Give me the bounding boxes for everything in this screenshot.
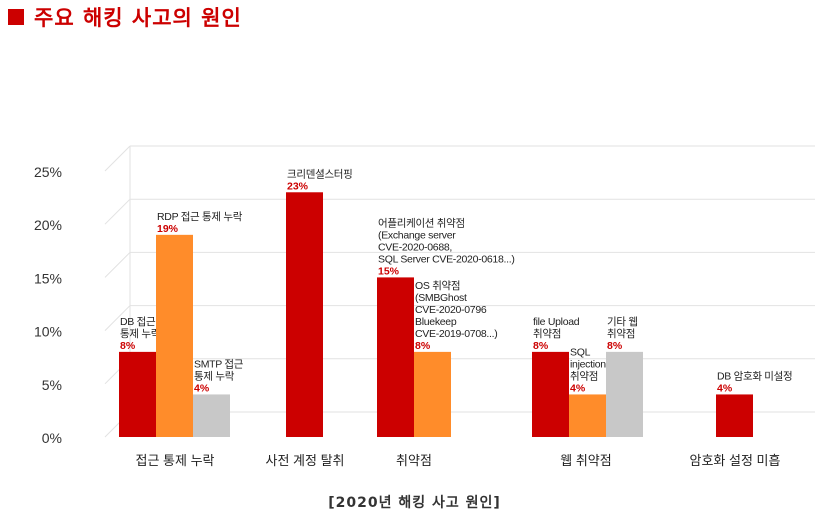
- bar-value-label: 8%: [120, 340, 136, 352]
- bar: [716, 394, 753, 437]
- bar-annotation: SQL: [570, 346, 591, 358]
- bar-annotation: Bluekeep: [415, 316, 457, 328]
- header-square-icon: [8, 9, 24, 25]
- bar: [532, 351, 569, 437]
- bar-annotation: OS 취약점: [415, 280, 460, 292]
- bar-annotation: DB 암호화 미설정: [717, 370, 792, 382]
- bar-value-label: 23%: [287, 180, 309, 192]
- y-tick-label: 0%: [42, 430, 62, 446]
- y-tick-label: 5%: [42, 377, 62, 393]
- bar-annotation: 취약점: [533, 328, 561, 340]
- bar-annotation: SMTP 접근: [194, 358, 244, 370]
- bar: [569, 394, 606, 437]
- y-tick-label: 15%: [34, 270, 62, 286]
- x-category-label: 사전 계정 탈취: [266, 453, 345, 468]
- bar-annotation: CVE-2020-0796: [415, 304, 487, 316]
- bar-annotation: 통제 누락: [194, 370, 235, 382]
- bar-annotation: SQL Server CVE-2020-0618...): [378, 253, 515, 265]
- bar: [414, 351, 451, 437]
- bar: [156, 234, 193, 437]
- bar-value-label: 8%: [415, 340, 431, 352]
- page-header: 주요 해킹 사고의 원인: [8, 2, 242, 32]
- bar-annotation: injection: [570, 358, 606, 370]
- y-tick-label: 10%: [34, 324, 62, 340]
- bar-annotation: 취약점: [607, 328, 635, 340]
- bar-annotation: 통제 누락: [120, 328, 161, 340]
- bar: [377, 277, 414, 437]
- x-category-label: 접근 통제 누락: [136, 453, 215, 468]
- bar-annotation: CVE-2020-0688,: [378, 241, 452, 253]
- bar-annotation: CVE-2019-0708...): [415, 328, 497, 340]
- bar-value-label: 15%: [378, 265, 400, 277]
- gridline-diagonal: [104, 145, 131, 172]
- bar-value-label: 19%: [157, 223, 179, 235]
- bar-annotation: (SMBGhost: [415, 292, 467, 304]
- bar-annotation: (Exchange server: [378, 229, 456, 241]
- bar-value-label: 8%: [607, 340, 623, 352]
- bar-value-label: 4%: [717, 382, 733, 394]
- chart-caption: [2020년 해킹 사고 원인]: [328, 495, 501, 511]
- bar-annotation: file Upload: [533, 316, 580, 328]
- x-category-label: 취약점: [396, 453, 432, 468]
- bar-value-label: 8%: [533, 340, 549, 352]
- gridline-diagonal: [104, 305, 131, 331]
- bar-annotation: 취약점: [570, 370, 598, 382]
- bar-annotation: 기타 웹: [607, 316, 638, 328]
- bar: [606, 351, 643, 437]
- bar: [119, 351, 156, 437]
- y-tick-label: 20%: [34, 217, 62, 233]
- page-title: 주요 해킹 사고의 원인: [34, 6, 242, 30]
- x-category-label: 암호화 설정 미흡: [690, 453, 781, 468]
- x-category-label: 웹 취약점: [560, 453, 611, 468]
- bar-annotation: RDP 접근 통제 누락: [157, 211, 243, 223]
- bar: [286, 192, 323, 437]
- gridline-diagonal: [104, 252, 131, 278]
- bar-value-label: 4%: [194, 382, 210, 394]
- bar-annotation: 어플리케이션 취약점: [378, 217, 465, 229]
- gridline-diagonal: [104, 198, 131, 225]
- bar-annotation: DB 접근: [120, 316, 156, 328]
- y-tick-label: 25%: [34, 164, 62, 180]
- bar: [193, 394, 230, 437]
- bar-value-label: 4%: [570, 382, 586, 394]
- bar-annotation: 크리덴셜스터핑: [287, 168, 353, 180]
